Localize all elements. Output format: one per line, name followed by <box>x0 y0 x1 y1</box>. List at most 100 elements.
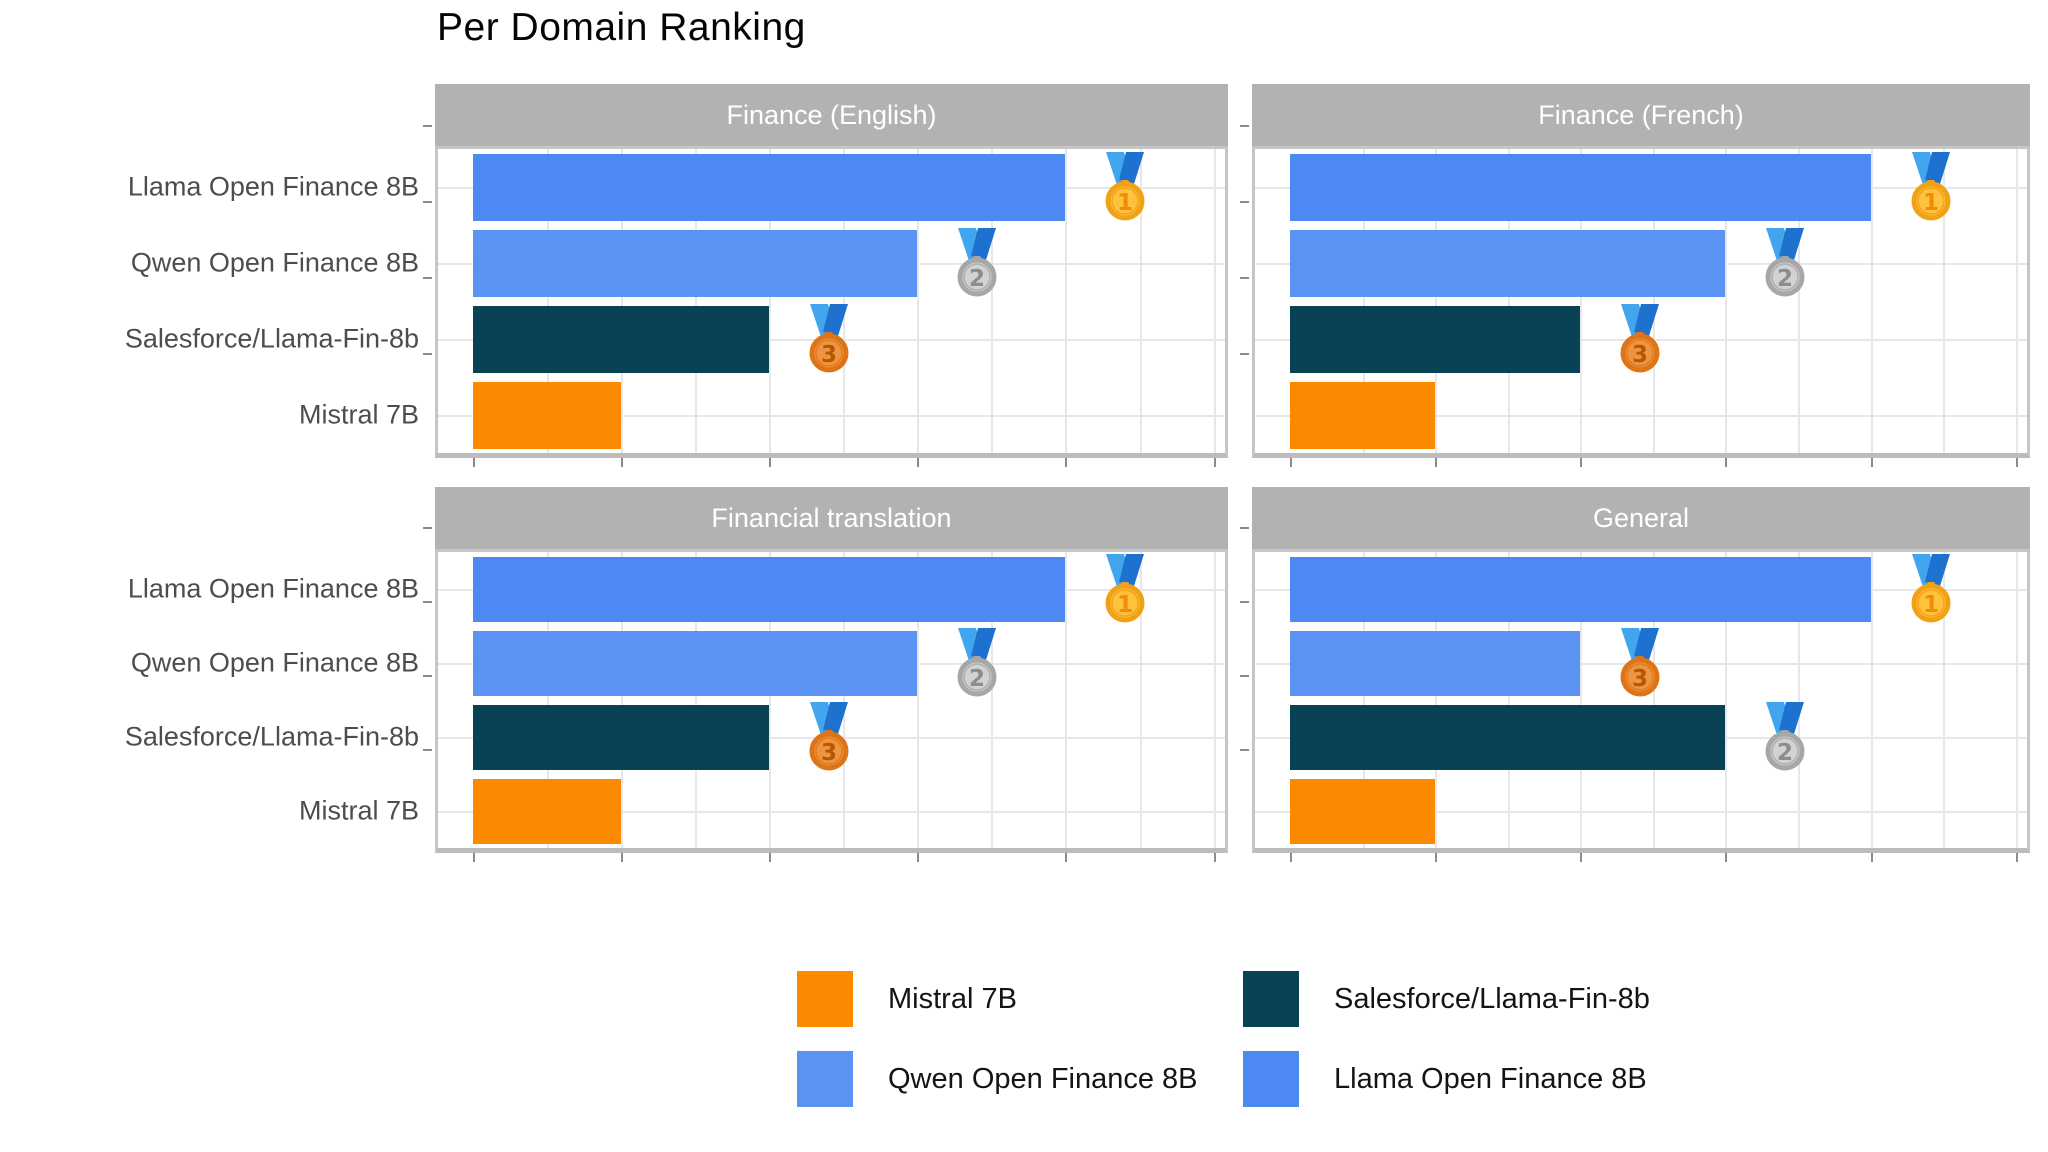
x-axis-tick <box>1580 458 1582 467</box>
x-axis-tick <box>1065 458 1067 467</box>
svg-text:1: 1 <box>1117 592 1133 618</box>
x-gridline <box>1363 149 1365 453</box>
x-gridline <box>843 149 845 453</box>
x-axis-tick <box>1871 853 1873 862</box>
x-gridline <box>1943 149 1945 453</box>
x-gridline <box>769 149 771 453</box>
x-gridline <box>1508 552 1510 848</box>
legend-label: Mistral 7B <box>888 982 1017 1015</box>
x-gridline <box>1725 552 1727 848</box>
bar-salesforce <box>1290 306 1580 373</box>
x-axis-tick <box>1290 458 1292 467</box>
svg-text:1: 1 <box>1923 190 1939 216</box>
facet-finance-english-: Finance (English) 1 2 3 <box>423 84 1228 467</box>
x-axis-tick <box>1435 853 1437 862</box>
x-gridline <box>2016 149 2018 453</box>
y-axis-label: Mistral 7B <box>298 795 419 826</box>
y-axis-tick <box>1240 675 1249 677</box>
y-gridline <box>438 415 1225 417</box>
x-axis-tick <box>769 458 771 467</box>
bronze-medal-icon: 3 <box>1613 628 1667 703</box>
x-gridline <box>1508 149 1510 453</box>
y-axis-tick <box>423 277 432 279</box>
legend-item-mistral: Mistral 7B <box>797 971 1243 1027</box>
y-axis-tick <box>423 601 432 603</box>
y-gridline <box>438 811 1225 813</box>
x-axis-tick <box>917 853 919 862</box>
facet-general: General 1 3 2 <box>1240 487 2030 862</box>
x-gridline <box>1140 552 1142 848</box>
x-axis-tick <box>473 458 475 467</box>
bronze-medal-icon: 3 <box>802 702 856 777</box>
y-axis-tick <box>423 675 432 677</box>
silver-medal-icon: 2 <box>950 228 1004 303</box>
x-gridline <box>1214 552 1216 848</box>
bar-mistral <box>1290 779 1435 844</box>
x-axis-tick <box>1871 458 1873 467</box>
plot-panel: 1 2 3 <box>1252 146 2030 458</box>
facet-strip-label: Financial translation <box>435 487 1228 549</box>
x-gridline <box>621 552 623 848</box>
y-axis-label: Llama Open Finance 8B <box>127 573 419 604</box>
legend-label: Salesforce/Llama-Fin-8b <box>1334 982 1650 1015</box>
x-gridline <box>695 149 697 453</box>
x-gridline <box>1065 149 1067 453</box>
x-gridline <box>769 552 771 848</box>
bar-llama <box>1290 154 1871 221</box>
y-axis-tick <box>1240 527 1249 529</box>
plot-panel: 1 2 3 <box>435 549 1228 853</box>
x-gridline <box>1363 552 1365 848</box>
bar-salesforce <box>473 705 769 770</box>
bar-qwen <box>473 631 917 696</box>
x-gridline <box>547 149 549 453</box>
x-axis-tick <box>621 853 623 862</box>
x-axis-tick <box>1290 853 1292 862</box>
x-gridline <box>1065 552 1067 848</box>
y-gridline <box>1255 415 2027 417</box>
x-axis-tick <box>2016 853 2018 862</box>
x-gridline <box>547 552 549 848</box>
x-gridline <box>621 149 623 453</box>
bar-qwen <box>1290 631 1580 696</box>
x-axis-tick <box>1580 853 1582 862</box>
bar-qwen <box>473 230 917 297</box>
x-axis-tick <box>1214 458 1216 467</box>
y-axis-tick <box>1240 749 1249 751</box>
legend-label: Llama Open Finance 8B <box>1334 1062 1647 1095</box>
x-gridline <box>1798 552 1800 848</box>
bar-llama <box>1290 557 1871 622</box>
facet-strip-label: General <box>1252 487 2030 549</box>
bar-salesforce <box>473 306 769 373</box>
x-gridline <box>843 552 845 848</box>
bar-salesforce <box>1290 705 1725 770</box>
svg-text:2: 2 <box>1777 740 1793 766</box>
plot-panel: 1 2 3 <box>435 146 1228 458</box>
x-axis-tick <box>1214 853 1216 862</box>
svg-text:1: 1 <box>1117 190 1133 216</box>
x-gridline <box>1214 149 1216 453</box>
bronze-medal-icon: 3 <box>1613 304 1667 379</box>
x-gridline <box>917 552 919 848</box>
y-gridline <box>1255 811 2027 813</box>
chart-title: Per Domain Ranking <box>437 6 806 49</box>
x-gridline <box>2016 552 2018 848</box>
legend: Mistral 7B Salesforce/Llama-Fin-8b Qwen Op… <box>797 971 1650 1107</box>
x-gridline <box>1725 149 1727 453</box>
y-axis-tick <box>1240 277 1249 279</box>
gold-medal-icon: 1 <box>1098 554 1152 629</box>
legend-item-qwen: Qwen Open Finance 8B <box>797 1051 1243 1107</box>
svg-text:2: 2 <box>1777 266 1793 292</box>
x-axis-tick <box>769 853 771 862</box>
legend-label: Qwen Open Finance 8B <box>888 1062 1198 1095</box>
gold-medal-icon: 1 <box>1904 152 1958 227</box>
y-axis-tick <box>423 353 432 355</box>
legend-item-llama: Llama Open Finance 8B <box>1243 1051 1650 1107</box>
bar-llama <box>473 154 1065 221</box>
x-gridline <box>1653 552 1655 848</box>
bar-mistral <box>1290 382 1435 449</box>
y-axis-tick <box>423 125 432 127</box>
facet-strip-label: Finance (French) <box>1252 84 2030 146</box>
x-axis-tick <box>1725 853 1727 862</box>
x-gridline <box>1140 149 1142 453</box>
y-axis-tick <box>423 527 432 529</box>
